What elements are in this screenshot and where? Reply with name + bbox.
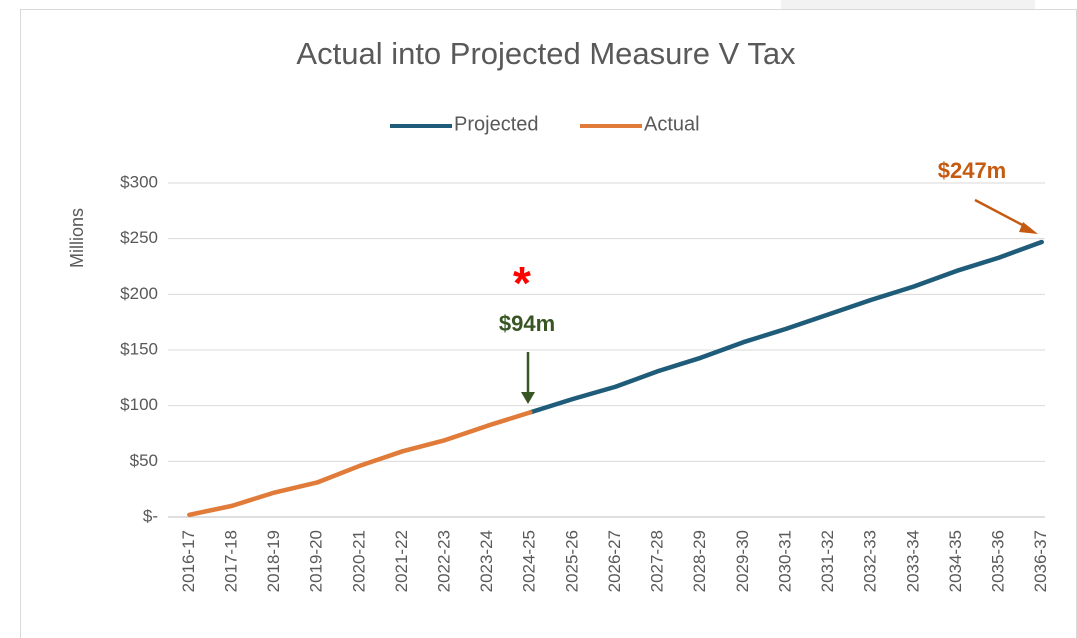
y-tick-label: $200 (120, 284, 158, 303)
x-tick-label: 2036-37 (1031, 530, 1050, 592)
x-tick-label: 2023-24 (477, 530, 496, 592)
annotation-arrow-head (521, 392, 535, 404)
x-tick-label: 2033-34 (903, 530, 922, 592)
y-tick-label: $300 (120, 172, 158, 191)
x-tick-label: 2019-20 (307, 530, 326, 592)
annotation: $94m (499, 311, 555, 336)
x-tick-label: 2031-32 (818, 530, 837, 592)
x-tick-label: 2020-21 (349, 530, 368, 592)
legend-label: Actual (644, 113, 700, 135)
x-tick-label: 2027-28 (648, 530, 667, 592)
x-tick-label: 2028-29 (690, 530, 709, 592)
x-tick-label: 2030-31 (775, 530, 794, 592)
x-tick-label: 2026-27 (605, 530, 624, 592)
chart-frame (20, 9, 1077, 638)
x-tick-label: 2029-30 (733, 530, 752, 592)
background-tab (781, 0, 1035, 9)
x-tick-label: 2018-19 (264, 530, 283, 592)
series-line (528, 239, 1044, 415)
legend-label: Projected (454, 113, 539, 135)
x-tick-label: 2021-22 (392, 530, 411, 592)
x-tick-label: 2017-18 (221, 530, 240, 592)
x-tick-label: 2022-23 (435, 530, 454, 592)
x-tick-label: 2035-36 (989, 530, 1008, 592)
annotation-arrow-head (1019, 222, 1038, 234)
x-tick-label: 2032-33 (861, 530, 880, 592)
annotation: * (513, 257, 531, 309)
series-line (187, 410, 533, 518)
annotation: $247m (938, 158, 1007, 183)
y-axis-label: Millions (67, 208, 87, 268)
annotation-arrow (974, 198, 1031, 231)
chart-title: Actual into Projected Measure V Tax (296, 36, 796, 71)
x-tick-label: 2025-26 (562, 530, 581, 592)
y-tick-label: $50 (130, 451, 158, 470)
x-tick-label: 2034-35 (946, 530, 965, 592)
y-tick-label: $250 (120, 228, 158, 247)
y-tick-label: $100 (120, 395, 158, 414)
y-tick-label: $150 (120, 339, 158, 358)
y-tick-label: $- (143, 506, 158, 525)
x-tick-label: 2016-17 (179, 530, 198, 592)
x-tick-label: 2024-25 (520, 530, 539, 592)
